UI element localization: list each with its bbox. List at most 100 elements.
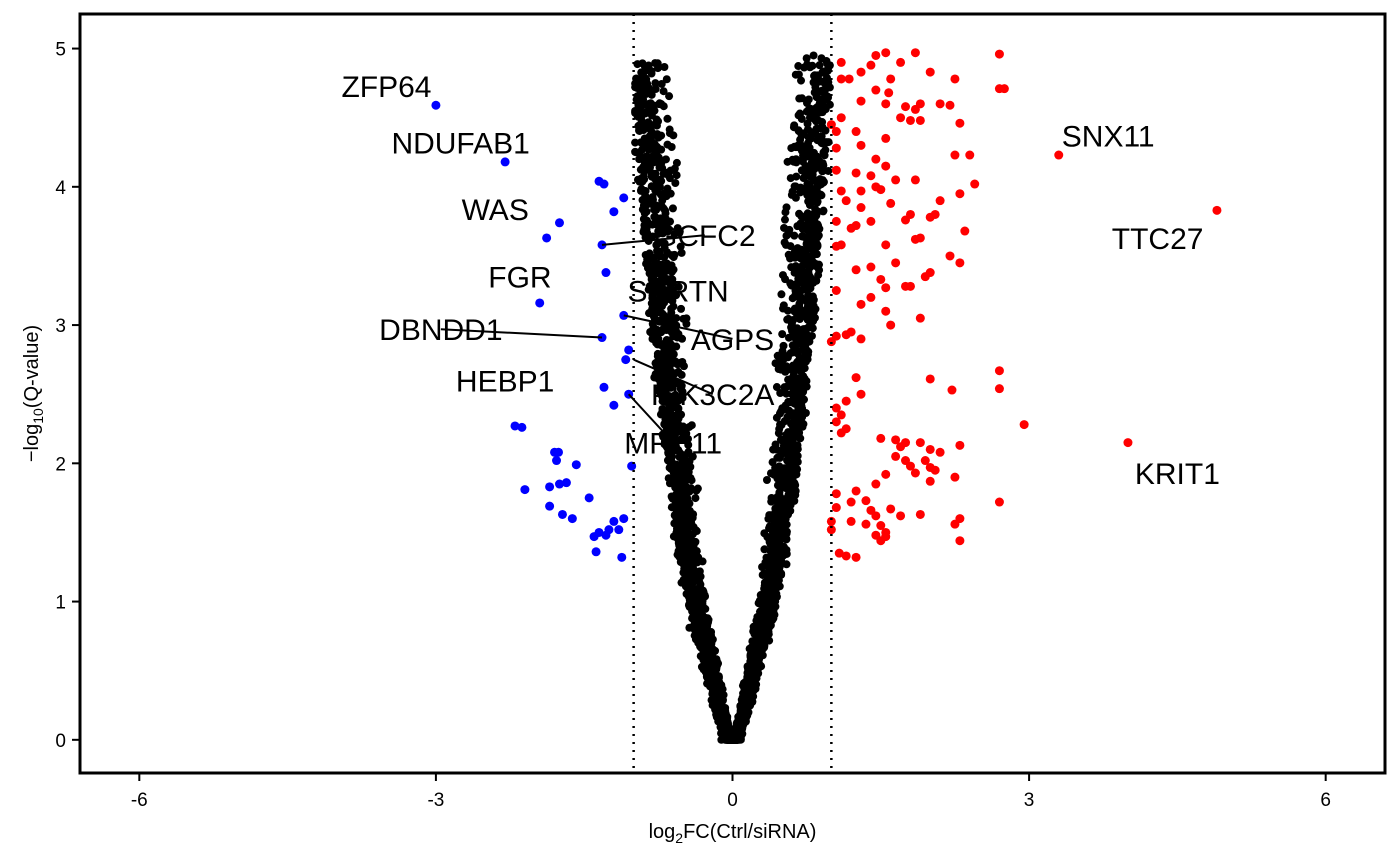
point-up xyxy=(925,444,935,454)
point-up xyxy=(930,465,940,475)
point-up xyxy=(970,179,980,189)
point-up xyxy=(841,330,851,340)
point-up xyxy=(960,226,970,236)
point-ns xyxy=(696,580,705,589)
point-ns xyxy=(792,309,801,318)
point-ns xyxy=(802,336,811,345)
point-up xyxy=(994,497,1004,507)
point-ns xyxy=(737,695,746,704)
point-ns xyxy=(818,118,827,127)
point-ns xyxy=(658,164,667,173)
point-ns xyxy=(794,111,803,120)
point-ns xyxy=(771,463,780,472)
point-ns xyxy=(660,62,669,71)
point-ns xyxy=(804,244,813,253)
point-up xyxy=(945,100,955,110)
points-not-significant xyxy=(631,51,834,744)
points-upregulated xyxy=(826,48,1222,562)
point-down xyxy=(500,157,510,167)
gene-label: SPRTN xyxy=(628,276,729,309)
point-ns xyxy=(791,143,800,152)
point-down xyxy=(609,207,619,217)
point-ns xyxy=(813,241,822,250)
point-up xyxy=(955,440,965,450)
point-ns xyxy=(672,171,681,180)
point-up xyxy=(950,472,960,482)
point-down xyxy=(554,479,564,489)
point-up xyxy=(836,186,846,196)
point-ns xyxy=(650,146,659,155)
point-ns xyxy=(754,656,763,665)
point-down xyxy=(601,530,611,540)
y-axis-title: −log10(Q-value) xyxy=(21,325,46,462)
point-ns xyxy=(642,207,651,216)
point-up xyxy=(1123,438,1133,448)
point-ns xyxy=(743,686,752,695)
point-up xyxy=(915,313,925,323)
point-up xyxy=(915,438,925,448)
point-up xyxy=(871,154,881,164)
point-down xyxy=(589,532,599,542)
point-ns xyxy=(663,114,672,123)
point-ns xyxy=(692,486,701,495)
point-ns xyxy=(767,511,776,520)
y-axis-ticks: 0 1 2 3 4 5 xyxy=(55,40,80,752)
label-leader-line xyxy=(627,393,674,444)
point-up xyxy=(965,150,975,160)
gene-label: WAS xyxy=(462,194,529,227)
point-up xyxy=(994,366,1004,376)
point-down xyxy=(545,482,555,492)
point-ns xyxy=(637,116,646,125)
point-ns xyxy=(822,138,831,147)
points-downregulated xyxy=(431,100,637,562)
point-up xyxy=(861,519,871,529)
point-ns xyxy=(768,593,777,602)
point-up xyxy=(910,48,920,58)
point-ns xyxy=(701,604,710,613)
point-ns xyxy=(822,95,831,104)
point-up xyxy=(891,258,901,268)
point-up xyxy=(841,196,851,206)
point-up xyxy=(851,373,861,383)
point-ns xyxy=(733,726,742,735)
point-ns xyxy=(789,371,798,380)
point-ns xyxy=(668,494,677,503)
point-ns xyxy=(690,616,699,625)
point-ns xyxy=(807,308,816,317)
point-up xyxy=(834,548,844,558)
point-ns xyxy=(795,275,804,284)
label-leader-line xyxy=(601,234,705,246)
point-ns xyxy=(661,155,670,164)
point-up xyxy=(866,216,876,226)
point-ns xyxy=(672,291,681,300)
point-ns xyxy=(776,388,785,397)
point-ns xyxy=(803,191,812,200)
point-ns xyxy=(730,735,739,744)
point-ns xyxy=(698,634,707,643)
point-ns xyxy=(771,504,780,513)
point-ns xyxy=(770,530,779,539)
point-ns xyxy=(795,209,804,218)
point-up xyxy=(856,334,866,344)
point-ns xyxy=(683,521,692,530)
gene-label: AGPS xyxy=(691,324,774,357)
point-ns xyxy=(645,195,654,204)
point-ns xyxy=(687,421,696,430)
point-up xyxy=(831,286,841,296)
point-ns xyxy=(734,718,743,727)
point-ns xyxy=(658,196,667,205)
point-ns xyxy=(812,250,821,259)
point-ns xyxy=(649,312,658,321)
point-ns xyxy=(780,511,789,520)
point-ns xyxy=(666,400,675,409)
point-ns xyxy=(654,356,663,365)
point-ns xyxy=(683,576,692,585)
point-ns xyxy=(776,407,785,416)
point-down xyxy=(609,516,619,526)
point-down xyxy=(584,493,594,503)
point-ns xyxy=(655,99,664,108)
point-up xyxy=(826,337,836,347)
point-up xyxy=(955,189,965,199)
point-ns xyxy=(773,453,782,462)
point-down xyxy=(554,447,563,457)
